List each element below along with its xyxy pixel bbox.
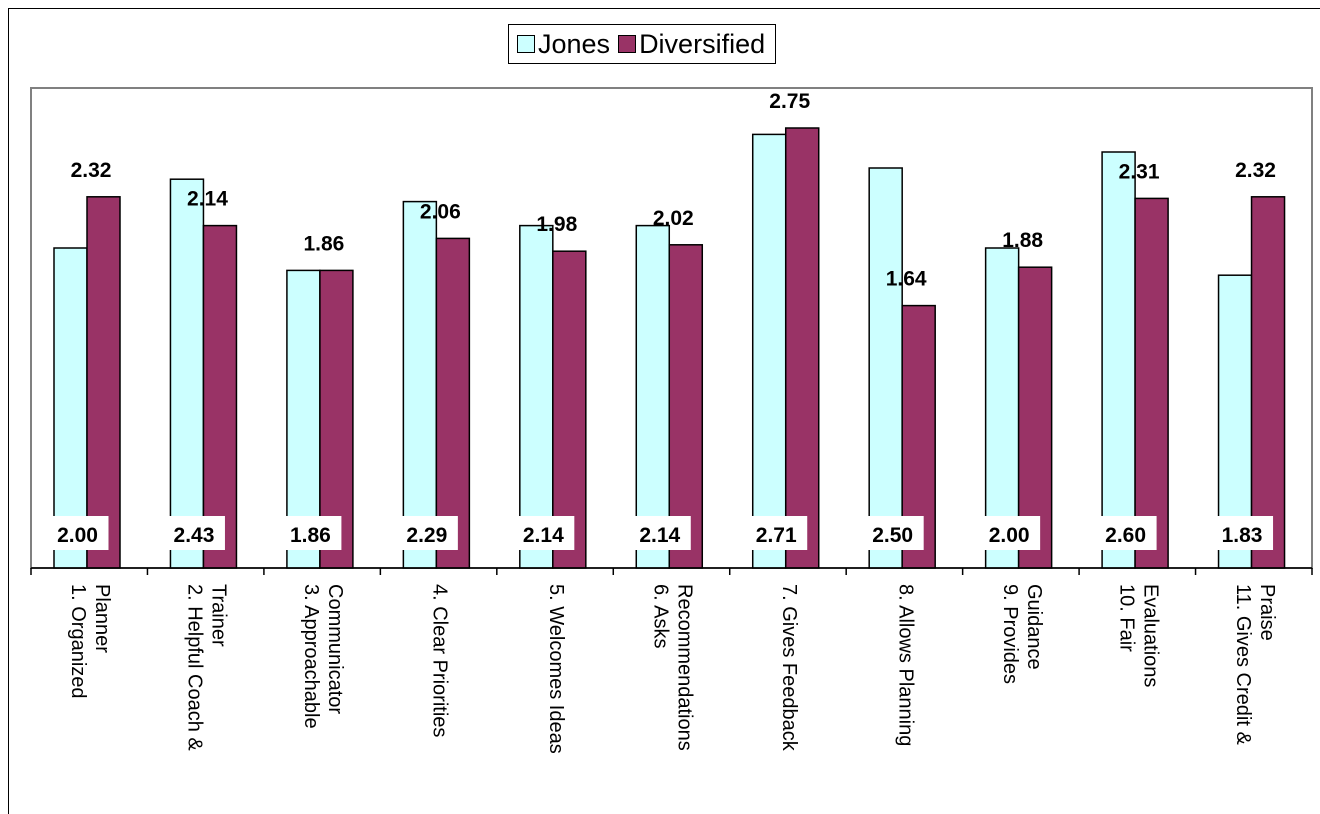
- bar-jones: [751, 133, 787, 569]
- x-tick-label-line: Evaluations: [1139, 584, 1161, 687]
- data-label-box-jones: [46, 516, 109, 550]
- data-label-jones: 2.14: [523, 524, 564, 547]
- data-label-jones: 2.29: [406, 524, 447, 547]
- data-label-diversified: 1.98: [536, 213, 577, 236]
- x-tick-label-line: Communicator: [324, 584, 346, 714]
- data-label-diversified: 1.88: [1002, 229, 1043, 252]
- x-tick-label-line: Trainer: [208, 584, 230, 647]
- bar-diversified: [202, 224, 238, 569]
- bar-diversified: [1250, 196, 1286, 569]
- x-tick-label-line: 9. Provides: [999, 584, 1021, 684]
- x-tick-label: 6. Asks Recommendations: [650, 584, 696, 751]
- x-tick-label-line: 10. Fair: [1115, 584, 1137, 652]
- bar-jones: [519, 224, 554, 569]
- x-tick-label-line: Planner: [91, 584, 113, 653]
- data-label-jones: 2.43: [174, 524, 215, 547]
- x-tick-label-line: 5. Welcomes Ideas: [545, 584, 567, 754]
- data-label-diversified: 2.02: [653, 207, 694, 230]
- data-label-diversified: 2.32: [71, 159, 112, 182]
- legend-item-jones: Jones: [517, 29, 610, 60]
- data-label-diversified: 2.06: [420, 200, 461, 223]
- data-label-jones: 2.00: [57, 524, 98, 547]
- legend-item-diversified: Diversified: [618, 29, 765, 60]
- data-label-jones: 2.50: [872, 524, 913, 547]
- x-tick-label-line: 6. Asks: [650, 584, 672, 648]
- bar-jones: [169, 178, 205, 569]
- x-tick-label: 5. Welcomes Ideas: [545, 584, 567, 754]
- data-label-jones: 2.60: [1105, 524, 1146, 547]
- x-tick-label: 1. Organized Planner: [67, 584, 113, 699]
- data-label-diversified: 2.14: [187, 188, 228, 211]
- x-tick-label-line: 1. Organized: [67, 584, 89, 699]
- x-tick-label: 8. Allows Planning: [894, 584, 916, 746]
- bar-jones: [1101, 151, 1136, 569]
- data-label-jones: 2.14: [639, 524, 680, 547]
- data-label-box-jones: [1211, 516, 1274, 550]
- data-label-diversified: 1.86: [303, 232, 344, 255]
- data-label-box-jones: [978, 516, 1041, 550]
- x-tick-label-line: 3. Approachable: [300, 584, 322, 729]
- x-tick-label-line: 7. Gives Feedback: [778, 584, 800, 752]
- bar-diversified: [1134, 197, 1169, 569]
- x-tick-label: 4. Clear Priorities: [429, 584, 451, 737]
- data-label-box-jones: [512, 516, 575, 550]
- bar-jones: [402, 200, 438, 569]
- legend-label-diversified: Diversified: [639, 28, 766, 59]
- x-tick-label: 7. Gives Feedback: [778, 584, 800, 752]
- x-tick-label: 3. Approachable Communicator: [300, 584, 346, 729]
- x-tick-label: 2. Helpful Coach & Trainer: [184, 584, 230, 751]
- bar-diversified: [435, 237, 471, 569]
- x-tick-label-line: Praise: [1256, 584, 1278, 641]
- data-label-diversified: 2.75: [769, 90, 810, 113]
- data-label-box-jones: [861, 516, 924, 550]
- legend-swatch-jones: [517, 35, 535, 53]
- x-tick-label: 11. Gives Credit & Praise: [1232, 584, 1278, 745]
- x-tick-label-line: 2. Helpful Coach &: [184, 584, 206, 751]
- data-label-box-jones: [1094, 516, 1157, 550]
- data-label-diversified: 2.31: [1119, 160, 1160, 183]
- x-tick-label-line: Guidance: [1023, 584, 1045, 670]
- bar-jones: [635, 224, 671, 569]
- legend-label-jones: Jones: [538, 28, 611, 59]
- data-label-box-jones: [745, 516, 808, 550]
- legend-swatch-diversified: [618, 35, 637, 53]
- bar-diversified: [784, 127, 820, 569]
- bar-jones: [868, 167, 903, 569]
- x-tick-label-line: 11. Gives Credit &: [1232, 584, 1254, 745]
- data-label-jones: 1.83: [1222, 524, 1263, 547]
- data-label-jones: 2.00: [989, 524, 1030, 547]
- bar-diversified: [86, 196, 121, 569]
- chart-frame: [8, 8, 1320, 814]
- x-tick-label-line: 8. Allows Planning: [894, 584, 916, 746]
- data-label-jones: 2.71: [756, 524, 797, 547]
- x-tick-label: 9. Provides Guidance: [999, 584, 1045, 684]
- x-tick-label-line: 4. Clear Priorities: [429, 584, 451, 737]
- x-tick-label-line: Recommendations: [674, 584, 696, 751]
- bar-diversified: [552, 250, 587, 569]
- data-label-box-jones: [279, 516, 342, 550]
- legend: Jones Diversified: [508, 24, 777, 64]
- data-label-diversified: 1.64: [886, 268, 927, 291]
- data-label-box-jones: [162, 516, 225, 550]
- data-label-diversified: 2.32: [1235, 159, 1276, 182]
- data-label-box-jones: [628, 516, 691, 550]
- data-label-box-jones: [395, 516, 458, 550]
- data-label-jones: 1.86: [290, 524, 331, 547]
- x-tick-label: 10. Fair Evaluations: [1115, 584, 1161, 687]
